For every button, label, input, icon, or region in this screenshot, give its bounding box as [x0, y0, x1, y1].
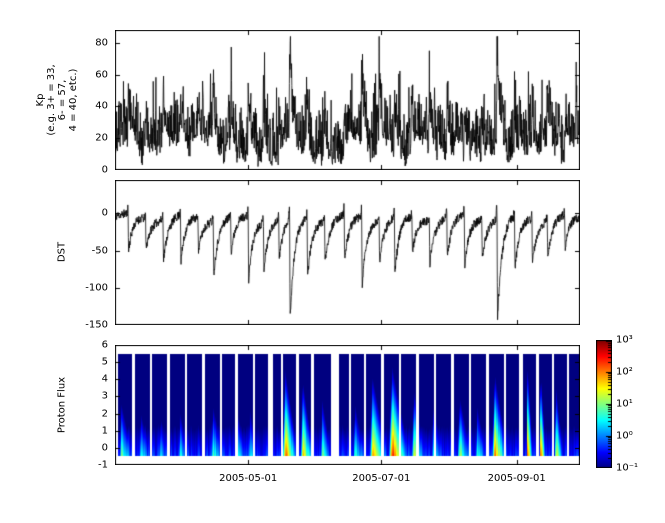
dst-y-tick-label: 0 — [101, 207, 108, 219]
dst-line-chart — [115, 180, 580, 325]
flux-y-tick-label: 4 — [101, 373, 108, 385]
kp-y-tick-label: 60 — [95, 69, 108, 81]
kp-y-tick-label: 80 — [95, 37, 108, 49]
kp-y-tick-label: 0 — [101, 164, 108, 176]
colorbar — [596, 340, 612, 468]
x-tick-label: 2005-07-01 — [352, 473, 411, 484]
proton-flux-heatmap — [115, 345, 580, 465]
x-tick-label: 2005-05-01 — [219, 473, 278, 484]
kp-y-tick-label: 40 — [95, 100, 108, 112]
x-tick-label: 2005-09-01 — [487, 473, 546, 484]
flux-y-tick-label: 5 — [101, 356, 108, 368]
flux-y-tick-label: 0 — [101, 442, 108, 454]
flux-y-tick-label: 3 — [101, 390, 108, 402]
flux-y-tick-label: 2 — [101, 408, 108, 420]
colorbar-tick-label: 10¹ — [616, 398, 633, 410]
flux-y-tick-label: 1 — [101, 425, 108, 437]
kp-axis-label-line: Kp — [35, 93, 46, 107]
kp-axis-label-line: 6- = 57, — [57, 79, 68, 121]
kp-axis-label-line: (e.g. 3+ = 33, — [46, 64, 57, 136]
dst-axis-label: DST — [56, 241, 68, 263]
colorbar-tick-label: 10³ — [616, 334, 633, 346]
kp-y-tick-label: 20 — [95, 132, 108, 144]
dst-y-tick-label: -50 — [91, 245, 108, 257]
flux-y-tick-label: 6 — [101, 339, 108, 351]
proton-flux-axis-label: Proton Flux — [56, 376, 68, 434]
kp-axis-label: Kp (e.g. 3+ = 33, 6- = 57, 4 = 40, etc.) — [35, 64, 79, 135]
flux-y-tick-label: -1 — [98, 459, 108, 471]
colorbar-tick-label: 10² — [616, 366, 633, 378]
kp-axis-label-line: 4 = 40, etc.) — [68, 68, 79, 132]
dst-y-tick-label: -150 — [85, 319, 108, 331]
colorbar-tick-label: 10⁰ — [616, 430, 633, 442]
dst-y-tick-label: -100 — [85, 282, 108, 294]
kp-line-chart — [115, 30, 580, 170]
colorbar-tick-label: 10⁻¹ — [616, 462, 639, 474]
